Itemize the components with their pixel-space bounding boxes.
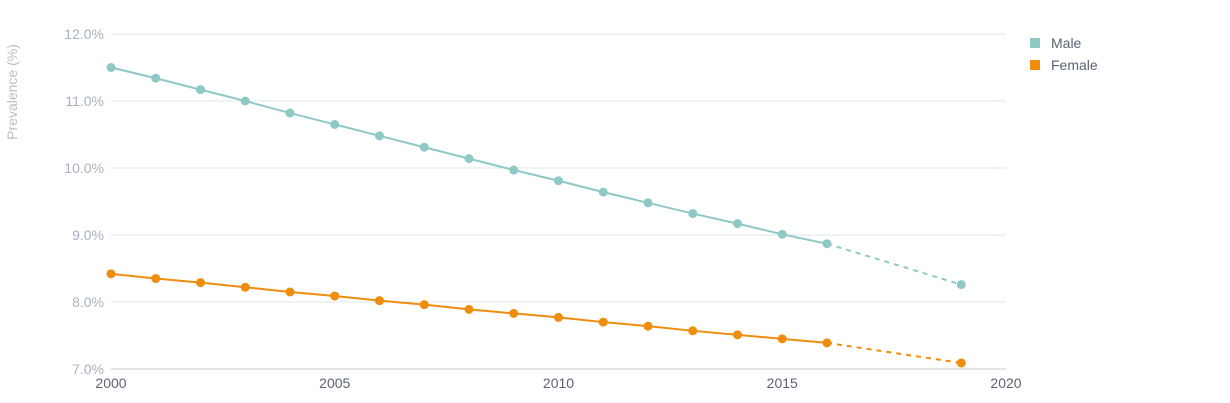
data-point bbox=[464, 154, 474, 164]
y-tick-label: 10.0% bbox=[64, 160, 104, 176]
y-tick-label: 12.0% bbox=[64, 26, 104, 42]
data-point bbox=[822, 338, 832, 348]
x-tick-label: 2010 bbox=[543, 375, 574, 391]
series-projection-line bbox=[826, 242, 962, 286]
data-point bbox=[598, 187, 608, 197]
data-point bbox=[240, 282, 250, 292]
data-point bbox=[777, 334, 787, 344]
series-male bbox=[106, 63, 966, 290]
x-tick-label: 2005 bbox=[319, 375, 350, 391]
data-point bbox=[330, 119, 340, 129]
x-tick-label: 2015 bbox=[767, 375, 798, 391]
data-point bbox=[598, 317, 608, 327]
legend: Male Female bbox=[1030, 35, 1098, 73]
legend-label: Male bbox=[1051, 35, 1082, 51]
data-point bbox=[733, 330, 742, 340]
series-projection-line bbox=[826, 341, 962, 364]
data-point bbox=[285, 108, 295, 118]
data-point bbox=[106, 269, 116, 279]
y-tick-label: 9.0% bbox=[72, 227, 104, 243]
legend-swatch bbox=[1030, 60, 1040, 70]
y-tick-label: 8.0% bbox=[72, 294, 104, 310]
data-point bbox=[733, 219, 742, 229]
data-point bbox=[106, 63, 116, 72]
data-point bbox=[643, 321, 653, 331]
data-point bbox=[688, 326, 698, 336]
data-point bbox=[509, 308, 519, 318]
data-point bbox=[196, 85, 205, 95]
y-tick-label: 11.0% bbox=[65, 93, 104, 109]
data-point bbox=[151, 73, 161, 83]
data-point bbox=[777, 229, 787, 239]
legend-swatch bbox=[1030, 38, 1040, 48]
data-point bbox=[956, 280, 966, 290]
data-point bbox=[240, 96, 250, 106]
data-point bbox=[151, 274, 161, 284]
legend-label: Female bbox=[1051, 57, 1098, 73]
data-point bbox=[956, 358, 966, 368]
data-point bbox=[419, 300, 429, 310]
series-group bbox=[106, 63, 966, 368]
data-point bbox=[375, 296, 384, 306]
y-axis-label: Prevalence (%) bbox=[4, 44, 20, 140]
y-tick-label: 7.0% bbox=[72, 361, 104, 377]
data-point bbox=[419, 142, 429, 152]
data-point bbox=[554, 312, 563, 322]
data-point bbox=[285, 287, 295, 297]
data-point bbox=[196, 278, 205, 288]
data-point bbox=[643, 198, 653, 208]
data-point bbox=[554, 176, 563, 186]
x-axis-ticks: 2000 2005 2010 2015 2020 bbox=[95, 375, 1021, 391]
data-point bbox=[330, 291, 340, 301]
data-point bbox=[822, 239, 832, 249]
data-point bbox=[688, 209, 698, 219]
data-point bbox=[464, 304, 474, 314]
y-axis-ticks: 7.0% 8.0% 9.0% 10.0% 11.0% 12.0% bbox=[64, 26, 104, 377]
x-tick-label: 2020 bbox=[990, 375, 1021, 391]
series-female bbox=[106, 269, 966, 368]
data-point bbox=[509, 165, 519, 175]
data-point bbox=[375, 131, 384, 141]
grid-lines bbox=[111, 33, 1006, 303]
x-tick-label: 2000 bbox=[95, 375, 126, 391]
